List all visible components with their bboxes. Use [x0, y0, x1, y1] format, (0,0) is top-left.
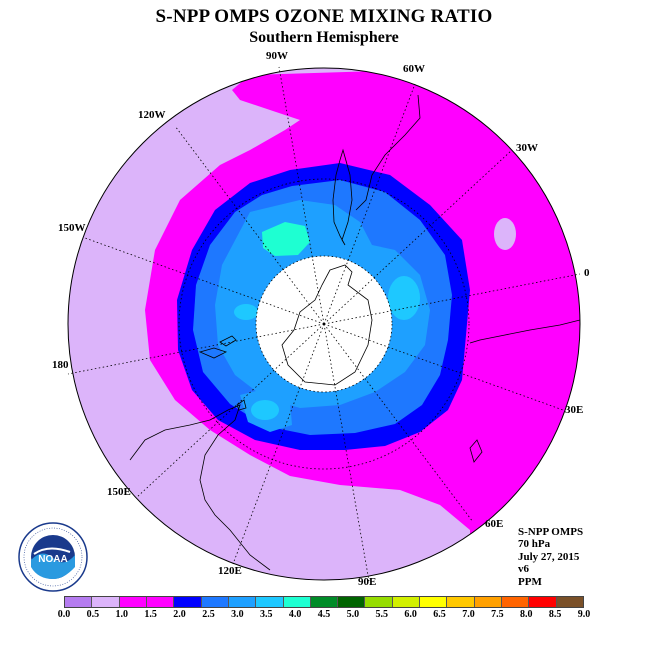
colorbar-segment	[556, 597, 583, 607]
globe-border	[67, 67, 581, 581]
colorbar-tick-label: 0.5	[86, 609, 100, 620]
lon-label-150w: 150W	[58, 222, 86, 234]
coast-tasmania	[236, 399, 247, 411]
coast-new-zealand-south	[219, 335, 237, 347]
info-version: v6	[518, 563, 529, 576]
colorbar-segment	[338, 597, 366, 607]
lon-label-0: 0	[584, 267, 590, 279]
lon-label-180: 180	[52, 359, 69, 371]
colorbar-tick-label: 7.0	[462, 609, 475, 620]
info-instrument: S-NPP OMPS	[518, 526, 584, 538]
colorbar-segment	[283, 597, 311, 607]
coast-south-america	[332, 148, 353, 246]
lon-label-60e: 60E	[485, 518, 504, 530]
colorbar-tick-label: 5.0	[346, 609, 360, 620]
colorbar-tick-label: 2.0	[173, 609, 186, 620]
colorbar-tick-label: 7.5	[491, 609, 504, 620]
contour-lilac-island	[494, 218, 516, 250]
colorbar-segment	[92, 597, 120, 607]
colorbar-tick-label: 3.0	[231, 609, 244, 620]
lon-label-150e: 150E	[107, 486, 131, 498]
colorbar-tick-label: 9.0	[577, 609, 591, 620]
colorbar-segment	[119, 597, 147, 607]
coast-madagascar	[469, 439, 483, 463]
colorbar	[64, 596, 584, 608]
colorbar-segment	[529, 597, 557, 607]
lon-label-120e: 120E	[218, 565, 242, 577]
colorbar-segment	[392, 597, 421, 607]
figure-title: S-NPP OMPS OZONE MIXING RATIO	[155, 6, 493, 27]
colorbar-segment	[201, 597, 229, 607]
contour-cyan-patch-south	[251, 400, 279, 420]
info-block: S-NPP OMPS 70 hPa July 27, 2015 v6 PPM	[518, 526, 583, 588]
colorbar-tick-label: 6.0	[404, 609, 417, 620]
colorbar-tick-label: 1.5	[144, 609, 157, 620]
colorbar-segment	[420, 597, 448, 607]
coast-africa	[469, 319, 581, 344]
lon-label-30e: 30E	[565, 404, 584, 416]
lon-label-90e: 90E	[358, 576, 377, 588]
colorbar-tick-labels: 0.0 0.5 1.0 1.5 2.0 2.5 3.0 3.5 4.0 4.5 5.0 5.5 6.0 6…	[58, 609, 591, 623]
colorbar-tick-label: 1.0	[115, 609, 129, 620]
coast-new-zealand	[198, 347, 228, 359]
colorbar-segment	[174, 597, 202, 607]
colorbar-segment	[365, 597, 393, 607]
colorbar-tick-label: 5.5	[375, 609, 389, 620]
colorbar-segment	[228, 597, 257, 607]
colorbar-segment	[65, 597, 93, 607]
colorbar-segment	[502, 597, 530, 607]
colorbar-segment	[146, 597, 175, 607]
info-pressure-level: 70 hPa	[518, 538, 551, 551]
graticule	[67, 66, 581, 582]
coastlines	[129, 94, 581, 571]
colorbar-segment	[447, 597, 475, 607]
figure-subtitle: Southern Hemisphere	[249, 29, 399, 46]
coast-south-america-east	[355, 94, 421, 211]
colorbar-segment	[256, 597, 284, 607]
noaa-logo: NOAA	[18, 522, 88, 592]
logo-text: NOAA	[38, 554, 67, 565]
colorbar-segment	[310, 597, 339, 607]
colorbar-tick-label: 0.0	[57, 609, 71, 620]
colorbar-segment	[474, 597, 502, 607]
lon-label-30w: 30W	[516, 142, 538, 154]
lon-label-90w: 90W	[266, 50, 288, 62]
colorbar-tick-label: 8.0	[519, 609, 533, 620]
lon-label-120w: 120W	[138, 109, 166, 121]
colorbar-tick-label: 6.5	[433, 609, 446, 620]
lon-label-60w: 60W	[403, 63, 425, 75]
info-units: PPM	[518, 575, 542, 588]
contour-cyan-patch-east	[388, 276, 420, 320]
info-date: July 27, 2015	[518, 550, 580, 563]
colorbar-tick-label: 2.5	[202, 609, 215, 620]
coast-australia	[129, 404, 271, 571]
ozone-contour-field	[68, 68, 580, 580]
colorbar-tick-label: 4.5	[317, 609, 331, 620]
contour-cyan-patch-west	[234, 304, 258, 320]
contour-aqua-patch	[262, 222, 310, 256]
colorbar-tick-label: 3.5	[259, 609, 273, 620]
coast-antarctica	[281, 264, 373, 386]
colorbar-tick-label: 4.0	[288, 609, 302, 620]
colorbar-tick-label: 8.5	[548, 609, 562, 620]
